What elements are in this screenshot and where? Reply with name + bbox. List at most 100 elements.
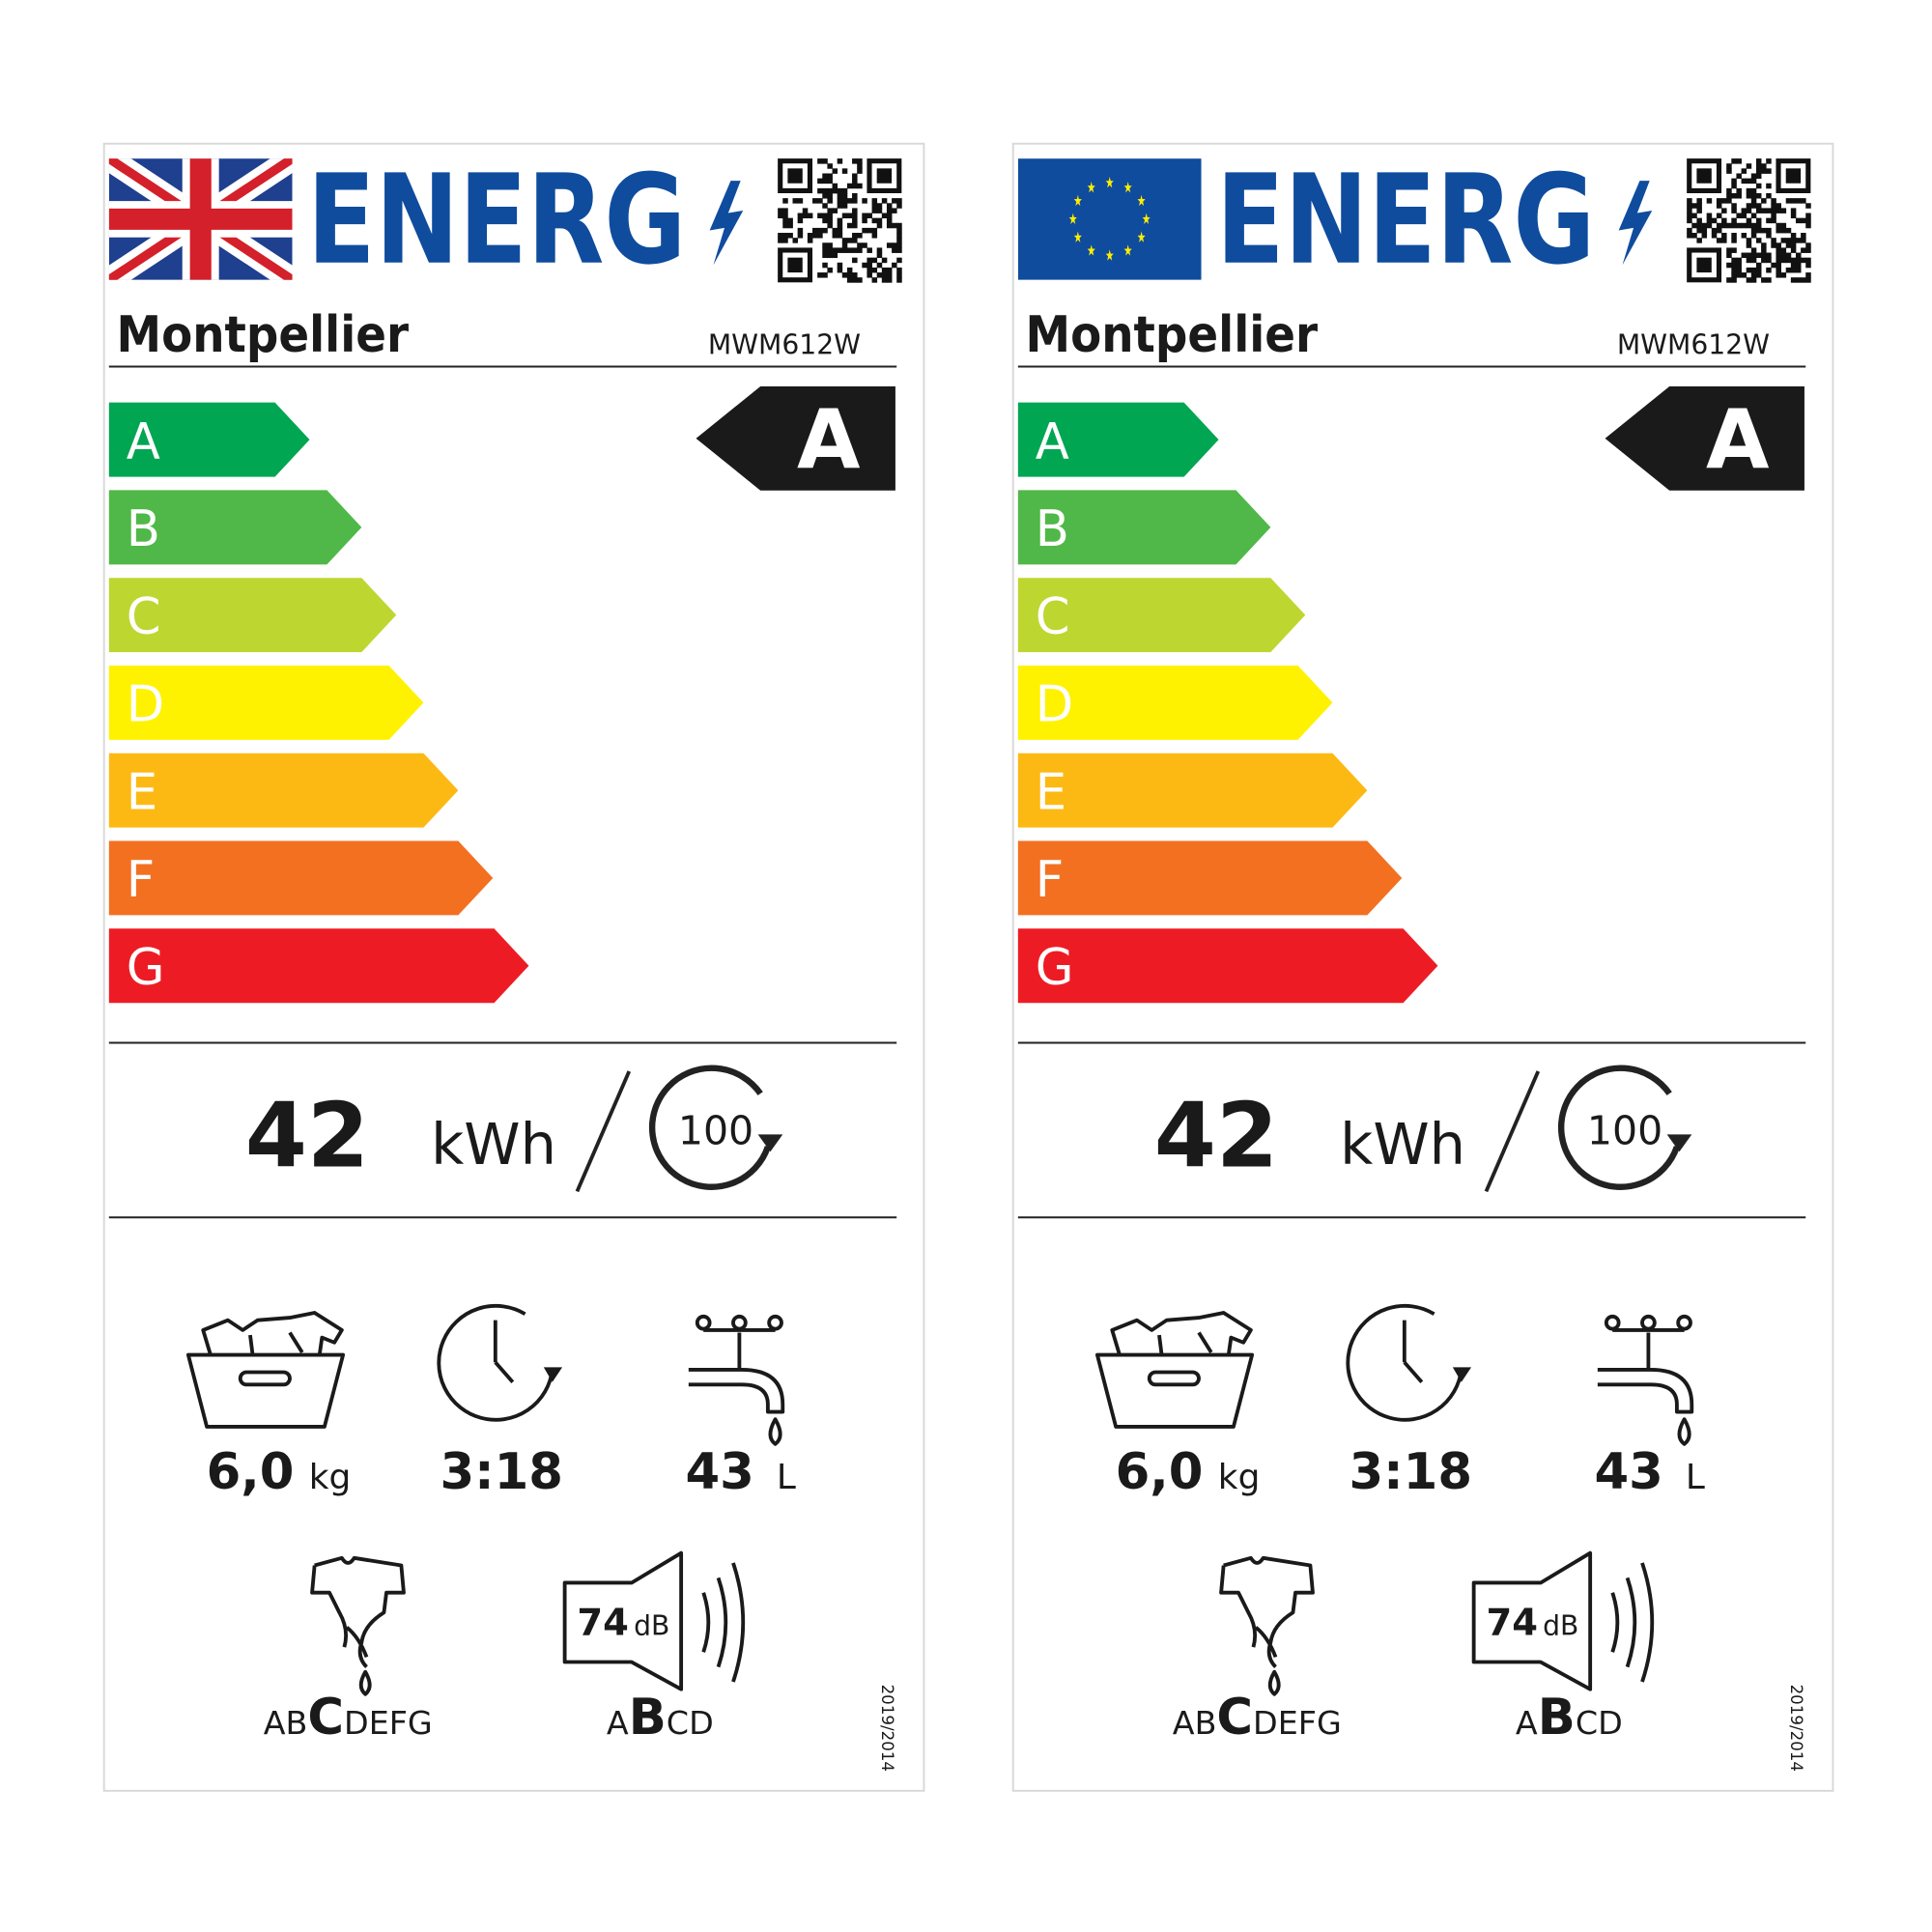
qr-cell: [852, 178, 858, 185]
qr-cell: [817, 213, 823, 219]
qr-cell: [841, 242, 848, 248]
qr-cell: [1746, 187, 1752, 194]
water-drop: [768, 1417, 782, 1446]
qr-cell: [1721, 217, 1727, 224]
qr-cell: [1771, 203, 1776, 209]
qr-cell: [782, 222, 788, 229]
qr-cell: [1801, 217, 1806, 224]
qr-cell: [857, 242, 863, 248]
qr-cell: [1731, 217, 1737, 224]
qr-cell: [886, 217, 893, 224]
qr-cell: [1731, 262, 1737, 269]
cycle-count: 100: [678, 1108, 753, 1154]
qr-cell: [841, 213, 848, 219]
qr-cell: [787, 222, 793, 229]
duration: 3:18: [440, 1443, 563, 1501]
icons: [185, 1303, 785, 1696]
qr-cell: [1755, 267, 1762, 273]
qr-cell: [1687, 227, 1692, 234]
qr-cell: [846, 277, 853, 283]
qr-cell: [1771, 262, 1776, 269]
qr-cell: [1750, 233, 1757, 239]
qr-cell: [1721, 233, 1727, 239]
qr-cell: [817, 187, 823, 194]
qr-cell: [1776, 242, 1781, 248]
qr-cell: [827, 267, 833, 273]
qr-cell: [1805, 262, 1811, 269]
qr-cell: [1790, 238, 1797, 243]
qr-cell: [1750, 222, 1757, 229]
qr-cell: [852, 193, 858, 199]
qr-cell: [876, 208, 883, 213]
qr-cell: [787, 217, 793, 224]
qr-cell: [886, 242, 893, 248]
tap-knob: [767, 1314, 783, 1331]
qr-cell: [857, 277, 863, 283]
spin-class: DEFG: [1253, 1704, 1342, 1742]
qr-cell: [876, 203, 883, 209]
qr-cell: [867, 262, 872, 269]
qr-cell: [1687, 203, 1692, 209]
qr-cell: [812, 233, 818, 239]
qr-cell: [841, 238, 848, 243]
qr-cell: [782, 213, 788, 219]
qr-cell: [1801, 257, 1806, 264]
energy-header: ENERG: [307, 149, 686, 293]
qr-cell: [846, 222, 853, 229]
noise-value: 74: [577, 1601, 629, 1644]
qr-cell: [896, 203, 902, 209]
capacity: 6,0 kg: [1116, 1443, 1261, 1501]
qr-cell: [1741, 178, 1747, 185]
qr-cell: [1785, 238, 1792, 243]
qr-cell: [837, 217, 843, 224]
qr-cell: [1691, 213, 1697, 219]
class-bar: [1017, 753, 1368, 828]
qr-cell: [876, 262, 883, 269]
qr-cell: [1755, 168, 1762, 174]
qr-cell: [837, 267, 843, 273]
qr-cell: [1795, 267, 1802, 273]
qr-cell: [1761, 168, 1767, 174]
qr-cell: [827, 193, 833, 199]
qr-cell: [1731, 183, 1737, 189]
class-bar: [1017, 665, 1333, 740]
qr-cell: [896, 267, 902, 273]
energy-unit: kWh: [431, 1111, 556, 1178]
flag-star: [1073, 194, 1082, 207]
qr-cell: [1716, 203, 1722, 209]
qr-code: [1687, 158, 1811, 283]
qr-cell: [1721, 238, 1727, 243]
slash: [1484, 1070, 1541, 1193]
qr-cell: [1687, 217, 1692, 224]
qr-cell: [1746, 238, 1752, 243]
qr-cell: [1750, 178, 1757, 185]
qr-finder: [787, 168, 803, 184]
qr-cell: [841, 272, 848, 278]
clothes-icon: [1110, 1311, 1253, 1356]
qr-cell: [832, 247, 838, 253]
qr-cell: [1776, 257, 1781, 264]
qr-cell: [1780, 257, 1787, 264]
qr-cell: [1755, 222, 1762, 229]
qr-cell: [1755, 183, 1762, 189]
qr-cell: [1726, 262, 1732, 269]
qr-cell: [1746, 203, 1752, 209]
flag-star: [1087, 244, 1095, 256]
qr-cell: [822, 262, 828, 269]
qr-cell: [1687, 213, 1692, 219]
qr-cell: [1785, 257, 1792, 264]
class-bar: [1017, 402, 1219, 477]
basket-handle: [238, 1370, 292, 1387]
class-letter: E: [127, 763, 157, 821]
noise-classes: ABCD: [1516, 1689, 1623, 1747]
qr-cell: [1731, 208, 1737, 213]
qr-cell: [1790, 257, 1797, 264]
qr-cell: [1696, 222, 1702, 229]
eu-flag: [1017, 158, 1202, 280]
qr-cell: [1776, 222, 1781, 229]
qr-cell: [1716, 227, 1722, 234]
qr-cell: [846, 198, 853, 204]
qr-cell: [1731, 247, 1737, 253]
qr-cell: [1766, 217, 1772, 224]
basket-icon: [1094, 1352, 1255, 1429]
